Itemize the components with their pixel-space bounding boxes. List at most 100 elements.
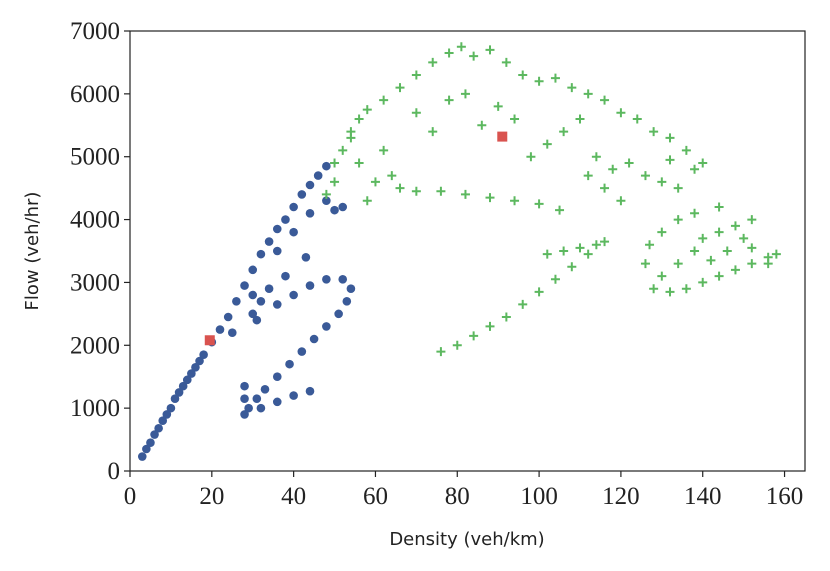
y-tick-label: 0 (108, 458, 121, 485)
point (232, 296, 241, 306)
point (673, 183, 683, 193)
point (305, 386, 315, 396)
point (714, 227, 724, 237)
point (575, 243, 585, 253)
point (673, 215, 683, 225)
point (460, 89, 470, 99)
point (248, 290, 258, 300)
point (322, 322, 331, 331)
point (550, 274, 560, 284)
point (608, 164, 618, 174)
point (657, 227, 667, 237)
point (272, 397, 282, 407)
x-axis-label: Density (veh/km) (389, 529, 544, 550)
x-tick-label: 140 (684, 483, 722, 510)
point (673, 259, 683, 269)
point (657, 271, 667, 281)
point (518, 70, 528, 80)
point (534, 287, 544, 297)
point (240, 381, 249, 391)
point (583, 171, 593, 181)
point (469, 331, 479, 341)
point (534, 76, 544, 86)
point (645, 240, 655, 250)
point (591, 240, 601, 250)
point (322, 196, 331, 206)
point (387, 171, 397, 181)
point (559, 246, 569, 256)
point (297, 347, 307, 356)
point (452, 340, 462, 350)
y-tick-label: 1000 (70, 395, 120, 422)
point (281, 215, 290, 224)
point (542, 139, 552, 149)
point (665, 287, 675, 297)
y-tick-label: 7000 (70, 18, 120, 45)
point (485, 193, 495, 203)
point (681, 145, 691, 155)
point (162, 410, 172, 419)
point (285, 359, 294, 369)
y-tick-label: 5000 (70, 144, 120, 171)
x-tick-label: 100 (520, 483, 558, 510)
point (640, 259, 650, 269)
point (330, 177, 340, 187)
point (248, 265, 258, 275)
point (289, 227, 298, 237)
point (260, 384, 270, 394)
point (289, 391, 298, 400)
point (632, 114, 642, 124)
point (428, 127, 438, 137)
point (289, 202, 298, 212)
point (158, 416, 168, 426)
point (170, 394, 180, 404)
point (665, 155, 675, 165)
point (600, 183, 610, 193)
point (204, 335, 215, 346)
point (322, 274, 331, 284)
point (510, 114, 520, 124)
point (305, 180, 315, 190)
point (150, 430, 159, 439)
point (174, 388, 184, 397)
point (362, 196, 372, 206)
point (272, 224, 282, 234)
point (195, 356, 204, 366)
point (730, 265, 740, 275)
point (199, 350, 208, 360)
point (137, 452, 147, 461)
point (272, 300, 282, 309)
x-tick-label: 0 (124, 483, 137, 510)
point (395, 183, 405, 193)
point (346, 133, 356, 143)
point (698, 233, 708, 243)
point (154, 423, 163, 433)
point (444, 95, 454, 105)
point (583, 249, 593, 259)
y-tick-label: 6000 (70, 81, 120, 108)
point (477, 120, 487, 130)
point (301, 252, 311, 262)
point (240, 394, 249, 404)
point (485, 321, 495, 331)
point (313, 171, 323, 180)
point (690, 208, 700, 218)
point (428, 57, 438, 67)
point (297, 190, 307, 199)
point (698, 158, 708, 168)
y-tick-label: 2000 (70, 332, 120, 359)
point (142, 444, 151, 454)
point (182, 375, 192, 385)
point (256, 249, 266, 259)
plot-frame (129, 30, 806, 472)
point (542, 249, 552, 259)
x-tick-label: 120 (602, 483, 640, 510)
point (289, 290, 298, 300)
y-axis-label: Flow (veh/hr) (22, 192, 43, 311)
point (739, 233, 749, 243)
point (252, 315, 262, 325)
point (714, 202, 724, 212)
point (665, 133, 675, 143)
point (698, 277, 708, 287)
point (338, 145, 348, 155)
